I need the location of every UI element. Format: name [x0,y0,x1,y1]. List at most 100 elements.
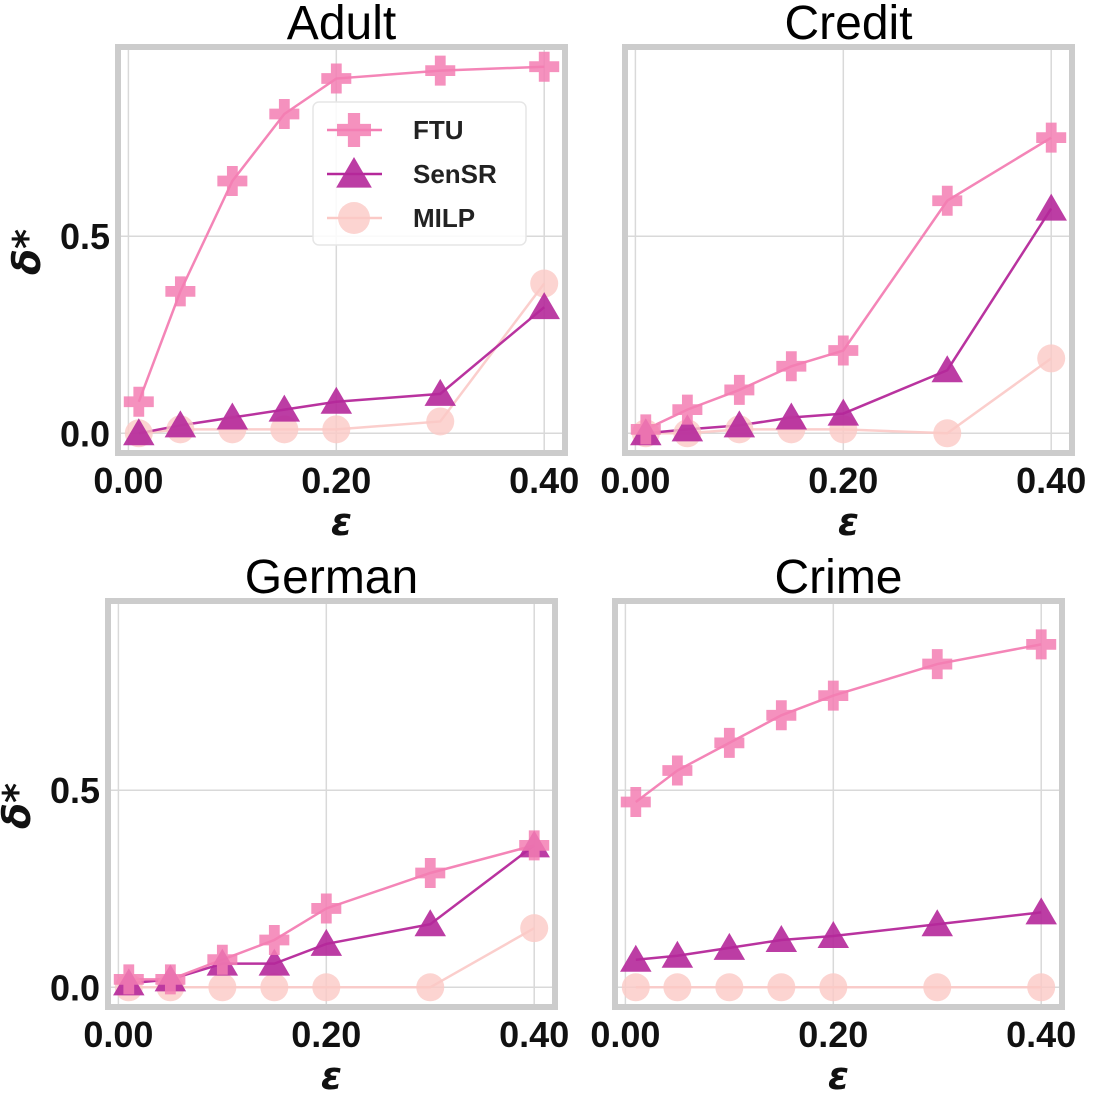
data-point-ftu [113,964,144,995]
data-point-ftu [155,964,186,995]
chart-title: German [245,551,418,604]
legend-marker-ftu [337,113,371,147]
data-point-ftu [828,335,859,366]
data-point-ftu [1026,629,1057,660]
data-point-ftu [207,944,238,975]
data-point-ftu [311,893,342,924]
data-point-milp [621,973,650,1002]
data-point-sensr [216,402,249,430]
data-point-sensr [1025,897,1057,925]
x-tick-label: 0.20 [291,1014,361,1055]
legend: FTU SenSR MILP [312,101,527,246]
data-point-sensr [414,909,447,937]
x-axis-label: ε [321,1054,342,1098]
data-point-sensr [424,378,457,406]
data-point-ftu [519,830,550,861]
panel-crime: Crime 0.00 0.20 0.40 ε [590,551,1076,1098]
data-point-ftu [922,649,953,680]
legend-label-ftu: FTU [413,115,464,145]
panel-adult: Adult 0.00 0.20 0.40 0.0 0.5 ε δ* FTU SenSR MILP [5,0,579,544]
x-tick-label: 0.40 [499,1014,569,1055]
chart-title: Crime [775,551,903,604]
x-tick-label: 0.40 [1016,460,1086,501]
data-point-ftu [425,55,456,86]
data-point-ftu [620,787,651,818]
data-point-milp [715,973,744,1002]
data-point-milp [767,973,796,1002]
data-point-sensr [620,944,652,972]
data-point-sensr [164,410,197,438]
data-point-milp [663,973,692,1002]
data-point-ftu [818,680,849,711]
panel-german: German 0.00 0.20 0.40 0.0 0.5 ε δ* [0,551,569,1098]
data-point-milp [426,407,455,436]
y-tick-label: 0.0 [50,967,100,1008]
data-point-sensr [310,928,343,956]
data-point-sensr [671,414,704,442]
series-line-sensr [645,207,1053,435]
x-tick-label: 0.40 [1006,1014,1076,1055]
data-point-milp [208,973,237,1002]
data-point-sensr [528,292,560,320]
data-point-milp [312,973,341,1002]
x-tick-label: 0.00 [590,1014,660,1055]
data-point-sensr [123,418,155,446]
legend-marker-sensr [336,157,372,188]
plot-frame [115,44,568,456]
data-point-milp [1037,344,1066,373]
series-line-sensr [138,306,546,435]
data-point-milp [923,973,952,1002]
x-axis-label: ε [828,1054,849,1098]
legend-label-sensr: SenSR [413,159,497,189]
data-point-milp [260,973,289,1002]
data-point-sensr [931,355,964,383]
data-point-sensr [661,940,694,968]
data-point-sensr [817,921,850,949]
plot-frame [622,44,1075,456]
chart-title: Adult [287,0,396,50]
data-point-ftu [932,185,963,216]
data-point-ftu [217,166,248,197]
data-point-sensr [827,398,860,426]
data-point-ftu [714,727,745,758]
y-axis-label: δ* [5,229,49,275]
data-point-milp [1027,973,1056,1002]
data-point-ftu [269,99,300,130]
y-tick-label: 0.0 [60,413,110,454]
legend-marker-milp [338,202,370,234]
data-point-ftu [321,63,352,94]
y-tick-label: 0.5 [60,216,110,257]
data-point-milp [530,269,559,298]
x-tick-label: 0.40 [509,460,579,501]
data-point-sensr [258,948,291,976]
plot-frame [612,598,1065,1010]
x-tick-label: 0.20 [301,460,371,501]
data-point-ftu [165,276,196,307]
x-tick-label: 0.00 [93,460,163,501]
data-point-ftu [259,924,290,955]
x-tick-label: 0.20 [798,1014,868,1055]
data-point-ftu [630,414,661,445]
data-point-ftu [766,700,797,731]
data-point-ftu [529,51,560,82]
data-point-milp [270,415,299,444]
series-line-ftu [635,643,1042,804]
x-axis-label: ε [331,500,352,544]
x-tick-label: 0.00 [600,460,670,501]
data-point-sensr [1035,193,1067,221]
data-point-sensr [921,909,954,937]
y-tick-label: 0.5 [50,770,100,811]
chart-title: Credit [784,0,912,50]
data-point-milp [416,973,445,1002]
data-point-ftu [123,386,154,417]
data-point-ftu [415,857,446,888]
series-line-ftu [645,136,1052,431]
data-point-sensr [723,410,756,438]
data-point-ftu [724,374,755,405]
data-point-sensr [320,386,353,414]
plot-frame [105,598,558,1010]
data-point-milp [933,419,962,448]
x-tick-label: 0.00 [83,1014,153,1055]
data-point-sensr [765,924,798,952]
